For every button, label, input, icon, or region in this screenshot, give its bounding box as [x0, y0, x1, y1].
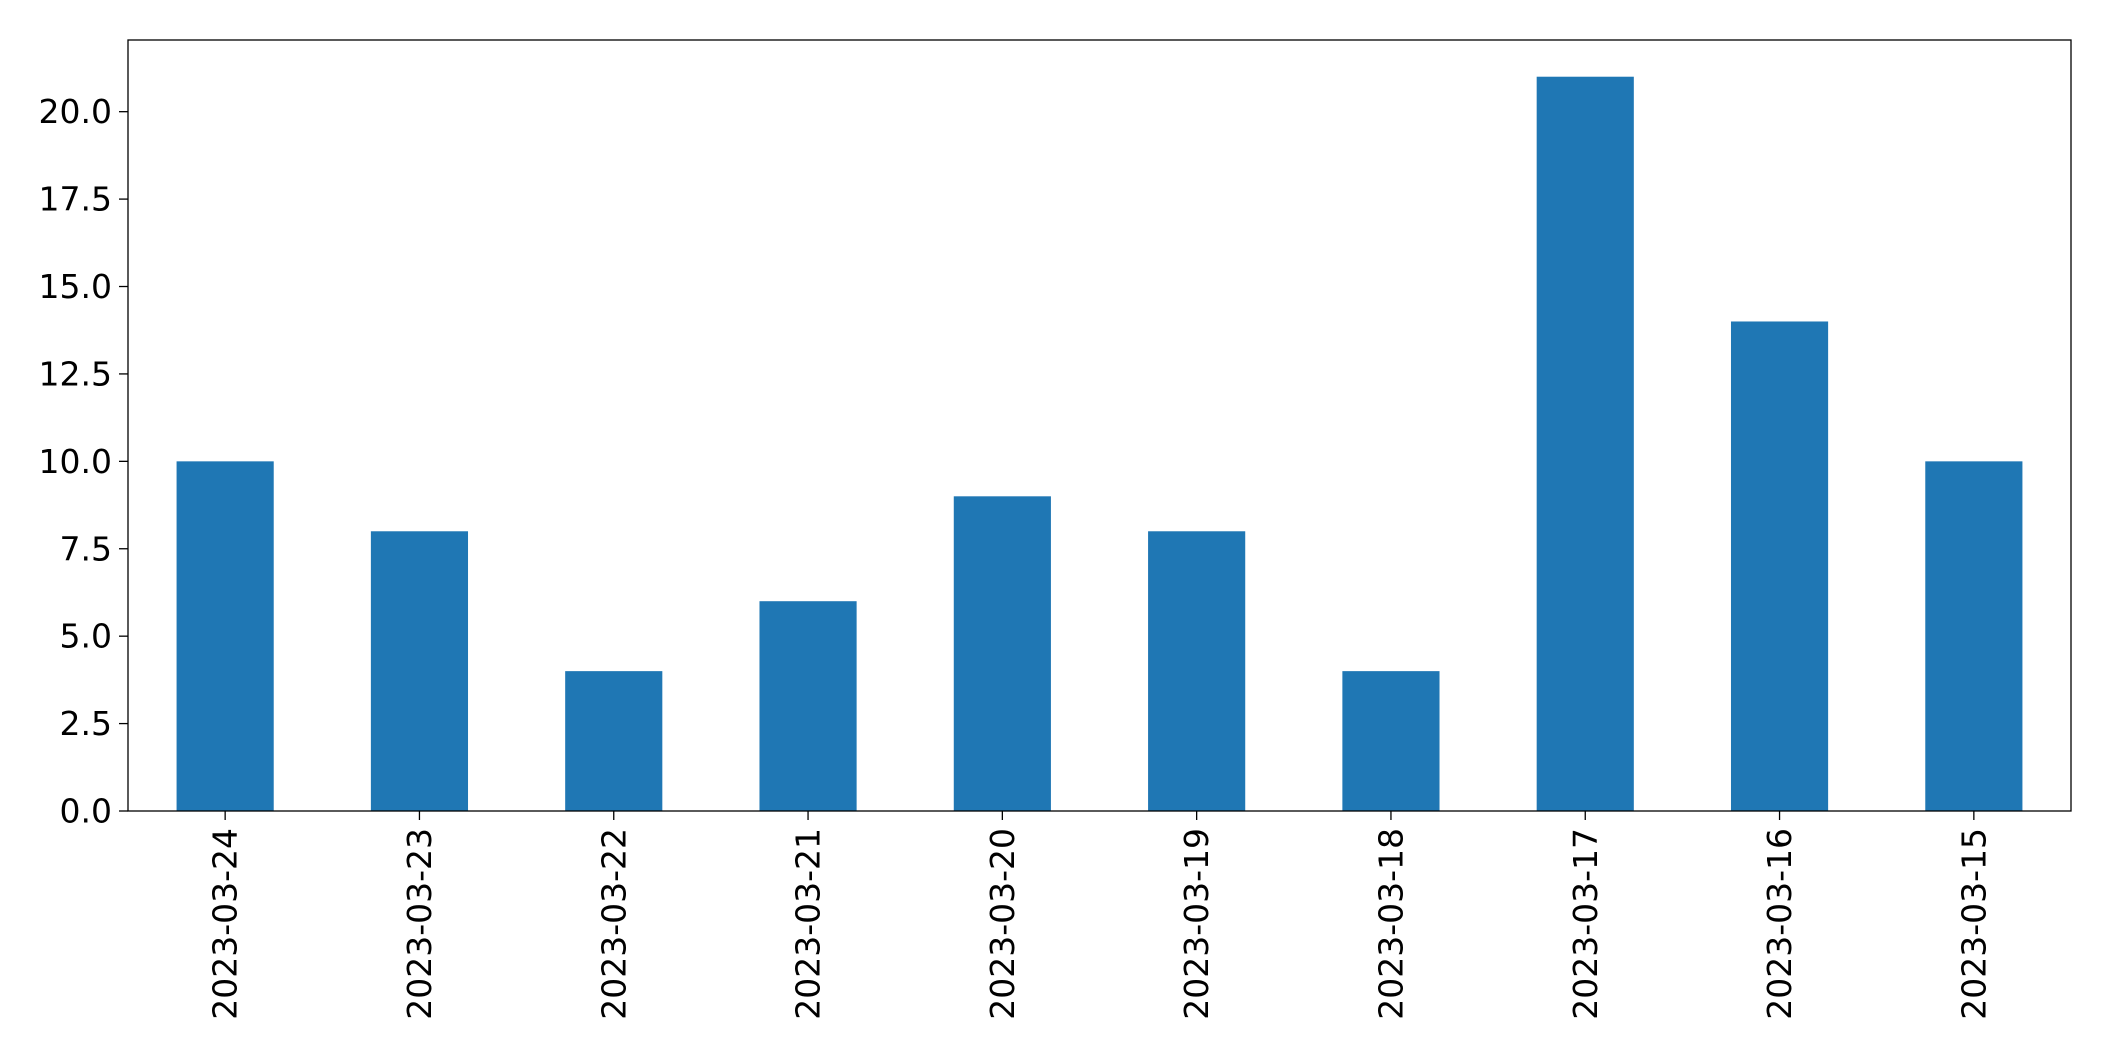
bar-2023-03-19 — [1148, 531, 1246, 811]
x-tick-label: 2023-03-23 — [400, 828, 439, 1020]
bars-group — [176, 76, 2023, 811]
bar-2023-03-22 — [565, 671, 663, 811]
y-tick-label: 10.0 — [39, 442, 112, 481]
bar-2023-03-21 — [759, 601, 857, 811]
y-tick-label: 2.5 — [60, 704, 112, 743]
x-tick-label: 2023-03-21 — [789, 828, 828, 1020]
y-tick-label: 0.0 — [60, 792, 112, 831]
x-tick-label: 2023-03-24 — [206, 828, 245, 1020]
x-tick-label: 2023-03-22 — [594, 828, 633, 1020]
bar-2023-03-18 — [1342, 671, 1440, 811]
y-tick-label: 17.5 — [39, 180, 112, 219]
y-tick-label: 15.0 — [39, 267, 112, 306]
x-tick-label: 2023-03-16 — [1760, 828, 1799, 1020]
bar-2023-03-23 — [370, 531, 469, 811]
y-tick-label: 12.5 — [39, 354, 112, 393]
x-tick-label: 2023-03-15 — [1954, 828, 1993, 1020]
x-tick-label: 2023-03-20 — [983, 828, 1022, 1020]
x-tick-label: 2023-03-18 — [1371, 828, 1410, 1020]
bar-2023-03-20 — [953, 496, 1051, 811]
y-tick-label: 7.5 — [60, 529, 112, 568]
bar-2023-03-24 — [176, 461, 274, 811]
bar-2023-03-16 — [1730, 321, 1829, 811]
x-tick-label: 2023-03-19 — [1177, 828, 1216, 1020]
y-axis: 0.0 2.5 5.0 7.5 10.0 12.5 15.0 17.5 20.0 — [39, 92, 128, 831]
bar-2023-03-17 — [1536, 76, 1634, 811]
y-tick-label: 5.0 — [60, 617, 112, 656]
x-axis: 2023-03-24 2023-03-23 2023-03-22 2023-03-21… — [206, 811, 1993, 1020]
bar-2023-03-15 — [1925, 461, 2023, 811]
plot-area-frame — [127, 39, 2072, 812]
y-tick-label: 20.0 — [39, 92, 112, 131]
x-tick-label: 2023-03-17 — [1566, 828, 1605, 1020]
